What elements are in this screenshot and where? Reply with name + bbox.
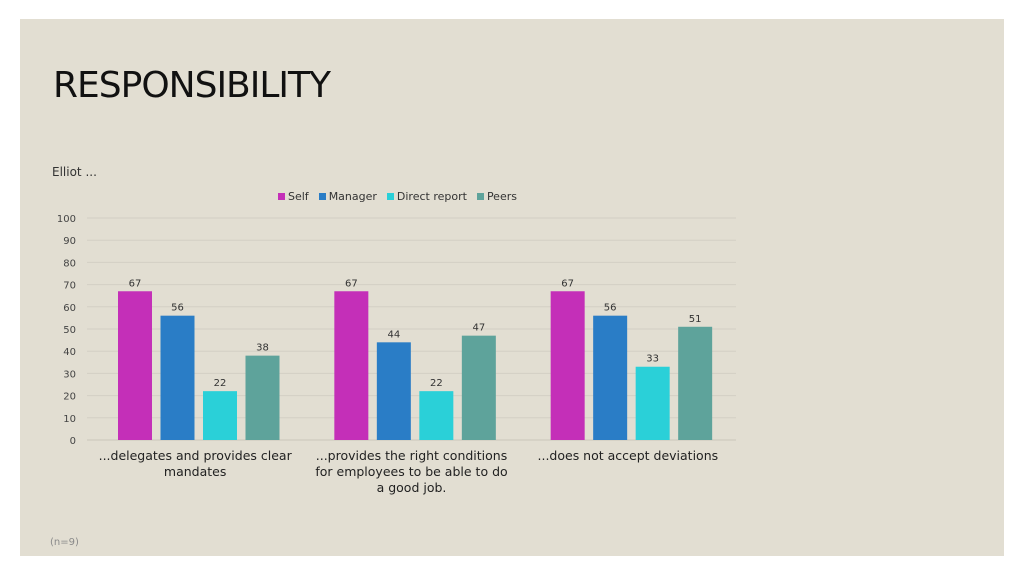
y-tick-label: 30 <box>63 369 76 380</box>
data-label: 67 <box>129 278 142 289</box>
data-label: 56 <box>171 303 184 314</box>
chart-title: Elliot ... <box>52 165 97 179</box>
x-category-label: ...provides the right conditions <box>316 448 508 463</box>
x-category-label: for employees to be able to do <box>315 464 507 479</box>
data-label: 67 <box>561 278 574 289</box>
page-title: RESPONSIBILITY <box>53 65 331 106</box>
legend-label-manager: Manager <box>328 190 377 203</box>
legend-swatch-manager <box>318 193 326 200</box>
slide: RESPONSIBILITY Elliot ... Self Manager D… <box>20 19 1004 556</box>
data-label: 44 <box>387 329 400 340</box>
data-label: 67 <box>345 278 358 289</box>
legend-label-self: Self <box>288 190 309 203</box>
legend-item-self: Self <box>278 190 309 203</box>
x-category-label: a good job. <box>377 480 447 495</box>
bar-direct-report <box>203 391 237 440</box>
bar-peers <box>678 326 713 440</box>
y-tick-label: 100 <box>57 214 76 225</box>
chart-legend: Self Manager Direct report Peers <box>278 190 517 203</box>
x-category-label: mandates <box>164 464 226 479</box>
x-category-label: ...does not accept deviations <box>538 448 719 463</box>
bar-manager <box>593 315 628 440</box>
legend-label-peers: Peers <box>486 190 517 203</box>
legend-label-direct-report: Direct report <box>396 190 467 203</box>
legend-item-direct-report: Direct report <box>386 190 467 203</box>
y-tick-label: 40 <box>63 347 76 358</box>
y-tick-label: 10 <box>63 414 76 425</box>
bar-direct-report <box>635 366 670 440</box>
bar-peers <box>245 355 280 440</box>
bar-manager <box>376 342 411 440</box>
bar-self <box>550 291 585 440</box>
data-label: 38 <box>256 343 269 354</box>
data-label: 33 <box>646 354 659 365</box>
y-tick-label: 70 <box>63 281 76 292</box>
y-tick-label: 80 <box>63 258 76 269</box>
sample-size-note: (n=9) <box>50 537 79 548</box>
y-tick-label: 0 <box>70 436 76 447</box>
legend-swatch-self <box>278 193 285 200</box>
y-tick-label: 20 <box>63 392 76 403</box>
legend-item-peers: Peers <box>476 190 517 203</box>
legend-item-manager: Manager <box>318 190 377 203</box>
y-tick-label: 50 <box>63 325 76 336</box>
bar-direct-report <box>419 391 454 440</box>
data-label: 56 <box>604 303 617 314</box>
bar-chart: 0 10 20 30 40 50 60 70 80 90 100 67 56 22 38 ...delegat… <box>57 214 736 495</box>
bar-self <box>334 291 369 440</box>
legend-swatch-peers <box>476 193 484 200</box>
data-label: 22 <box>214 378 227 389</box>
data-label: 47 <box>472 323 485 334</box>
bar-peers <box>461 335 496 440</box>
legend-swatch-direct-report <box>386 193 394 200</box>
x-category-label: ...delegates and provides clear <box>99 448 293 463</box>
y-tick-label: 60 <box>63 303 76 314</box>
bar-manager <box>160 315 195 440</box>
data-label: 51 <box>689 314 702 325</box>
bar-self <box>118 291 152 440</box>
y-tick-label: 90 <box>63 236 76 247</box>
data-label: 22 <box>430 378 443 389</box>
